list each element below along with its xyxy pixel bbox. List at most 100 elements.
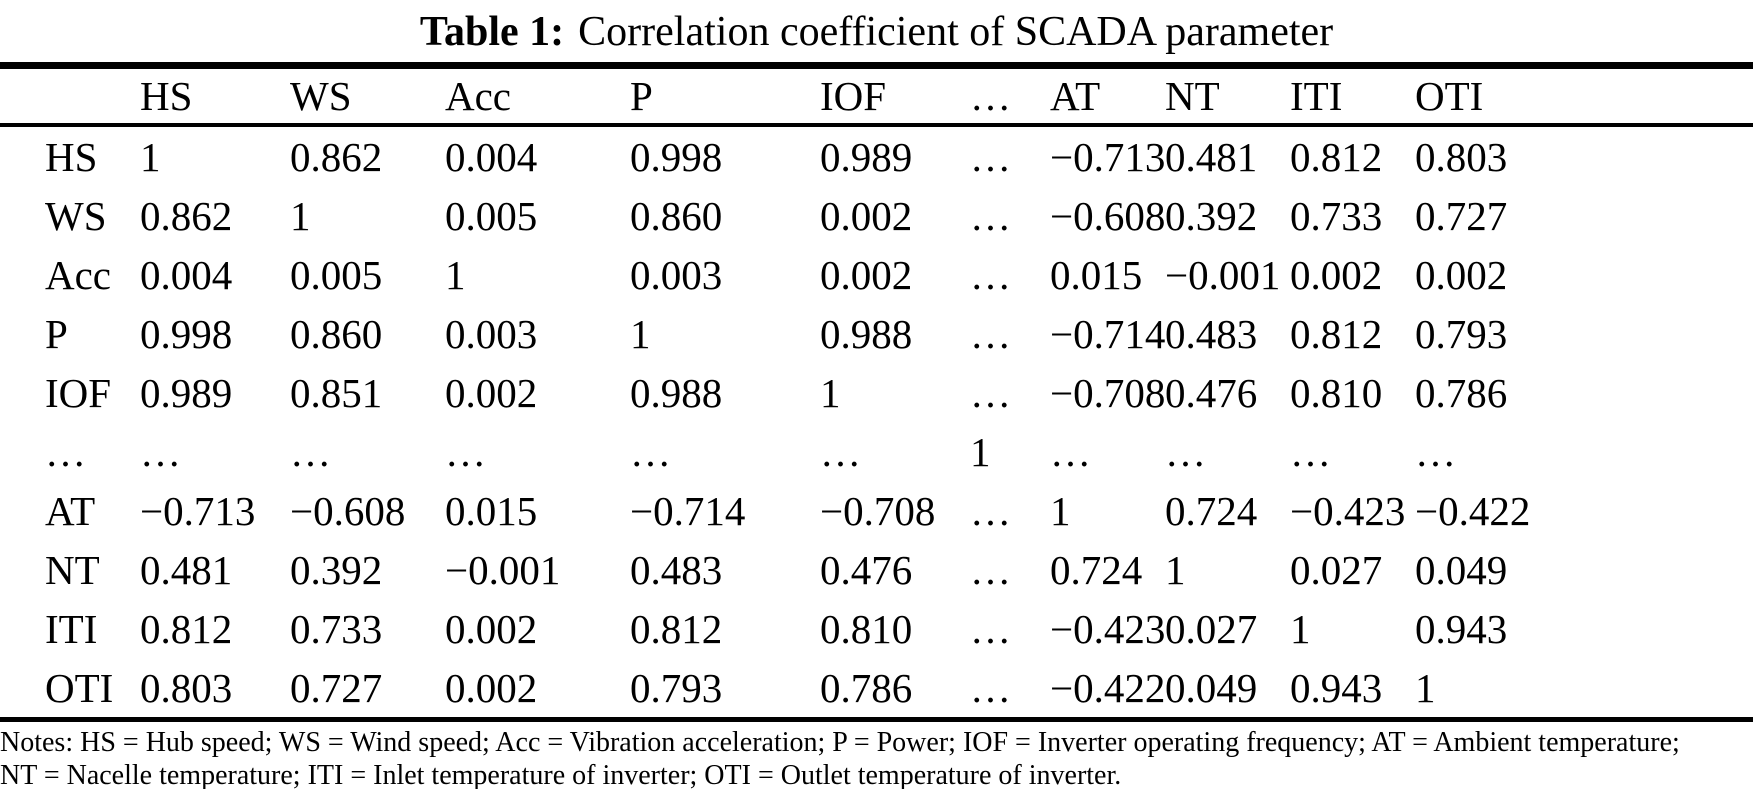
table-cell: … [970,487,1011,534]
table-cell: 0.860 [290,310,383,357]
table-cell: 0.002 [445,605,538,652]
table-cell: 0.998 [630,133,723,180]
table-cell: 0.733 [290,605,383,652]
table-cell: 0.727 [290,664,383,711]
table-row: WS 0.862 1 0.005 0.860 0.002 … −0.608 0.392 0.733… [0,186,1753,245]
table-cell: 0.812 [140,605,233,652]
table-caption: Table 1: Correlation coefficient of SCADA… [0,0,1753,62]
table-cell: 0.481 [1165,133,1258,180]
row-label: Acc [45,251,112,298]
table-cell: 1 [1415,664,1436,711]
corner-header [0,69,140,127]
table-cell: 0.015 [445,487,538,534]
table-cell: −0.714 [630,487,746,534]
table-cell: 0.004 [140,251,233,298]
row-label: HS [45,133,98,180]
column-header: IOF [820,69,970,127]
table-cell: 0.049 [1415,546,1508,593]
table-cell: … [630,428,671,475]
table-row: AT −0.713 −0.608 0.015 −0.714 −0.708 … 1 0.724 −0… [0,481,1753,540]
column-header: P [630,69,820,127]
table-cell: 0.793 [630,664,723,711]
table-cell: … [820,428,861,475]
row-label: ITI [45,605,98,652]
table-cell: −0.001 [445,546,561,593]
table-cell: 0.810 [820,605,913,652]
table-cell: 1 [820,369,841,416]
table-cell: −0.001 [1165,251,1281,298]
table-cell: 0.002 [820,251,913,298]
table-cell: … [970,546,1011,593]
table-cell: 0.812 [1290,310,1383,357]
table-cell: −0.423 [1050,605,1165,652]
table-cell: 0.002 [1290,251,1383,298]
row-label: AT [45,487,96,534]
table-cell: 0.049 [1165,664,1258,711]
table-cell: 0.002 [820,192,913,239]
column-header: HS [140,69,290,127]
table-cell: … [1415,428,1456,475]
table-row: HS 1 0.862 0.004 0.998 0.989 … −0.713 0.481 0.812… [0,125,1753,186]
table-cell: 0.015 [1050,251,1143,298]
table-cell: 1 [445,251,466,298]
table-cell: −0.708 [820,487,936,534]
row-label: IOF [45,369,112,416]
table-cell: −0.708 [1050,369,1165,416]
column-header: … [970,69,1050,127]
table-cell: 0.005 [445,192,538,239]
notes-line-2: NT = Nacelle temperature; ITI = Inlet te… [0,760,1122,789]
table-cell: 0.476 [820,546,913,593]
table-notes: Notes: HS = Hub speed; WS = Wind speed; … [0,726,1753,789]
table-cell: 1 [1290,605,1311,652]
table-cell: 1 [290,192,311,239]
table-cell: … [1165,428,1206,475]
table-cell: 0.851 [290,369,383,416]
column-header: AT [1050,69,1165,127]
table-header-row: HS WS Acc P IOF… AT NT ITI OTI [0,69,1753,127]
table-cell: 0.733 [1290,192,1383,239]
table-cell: −0.608 [1050,192,1165,239]
table-cell: 0.943 [1290,664,1383,711]
table-cell: 0.724 [1050,546,1143,593]
table-cell: 0.998 [140,310,233,357]
row-label: P [45,310,68,357]
table-cell: 0.483 [630,546,723,593]
table-cell: 1 [140,133,161,180]
table-cell: 0.989 [140,369,233,416]
table-cell: −0.422 [1050,664,1165,711]
table-cell: 0.786 [1415,369,1508,416]
table-cell: 0.005 [290,251,383,298]
table-cell: 0.988 [820,310,913,357]
table-cell: 0.027 [1165,605,1258,652]
column-header: Acc [445,69,630,127]
table-cell: 0.002 [1415,251,1508,298]
top-rule [0,62,1753,69]
bottom-rule [0,717,1753,722]
table-cell: … [140,428,181,475]
table-cell: 0.027 [1290,546,1383,593]
column-header: OTI [1415,69,1753,127]
table-cell: −0.714 [1050,310,1165,357]
table-cell: 0.812 [630,605,723,652]
table-cell: … [970,605,1011,652]
table-cell: 0.862 [140,192,233,239]
table-cell: … [970,310,1011,357]
table-cell: −0.423 [1290,487,1406,534]
table-cell: … [1050,428,1091,475]
table-cell: … [970,369,1011,416]
table-cell: 1 [1050,487,1071,534]
table-cell: 0.860 [630,192,723,239]
row-label: WS [45,192,107,239]
table-cell: 0.476 [1165,369,1258,416]
table-cell: 0.392 [290,546,383,593]
table-cell: … [445,428,486,475]
table-cell: 0.481 [140,546,233,593]
table-cell: 0.793 [1415,310,1508,357]
table-cell: 0.786 [820,664,913,711]
table-row: ITI 0.812 0.733 0.002 0.812 0.810 … −0.423 0.027… [0,599,1753,658]
column-header: NT [1165,69,1290,127]
table-row: OTI 0.803 0.727 0.002 0.793 0.786 … −0.422 0.049… [0,658,1753,717]
table-cell: 0.002 [445,369,538,416]
table-cell: 1 [1165,546,1186,593]
table-cell: … [1290,428,1331,475]
